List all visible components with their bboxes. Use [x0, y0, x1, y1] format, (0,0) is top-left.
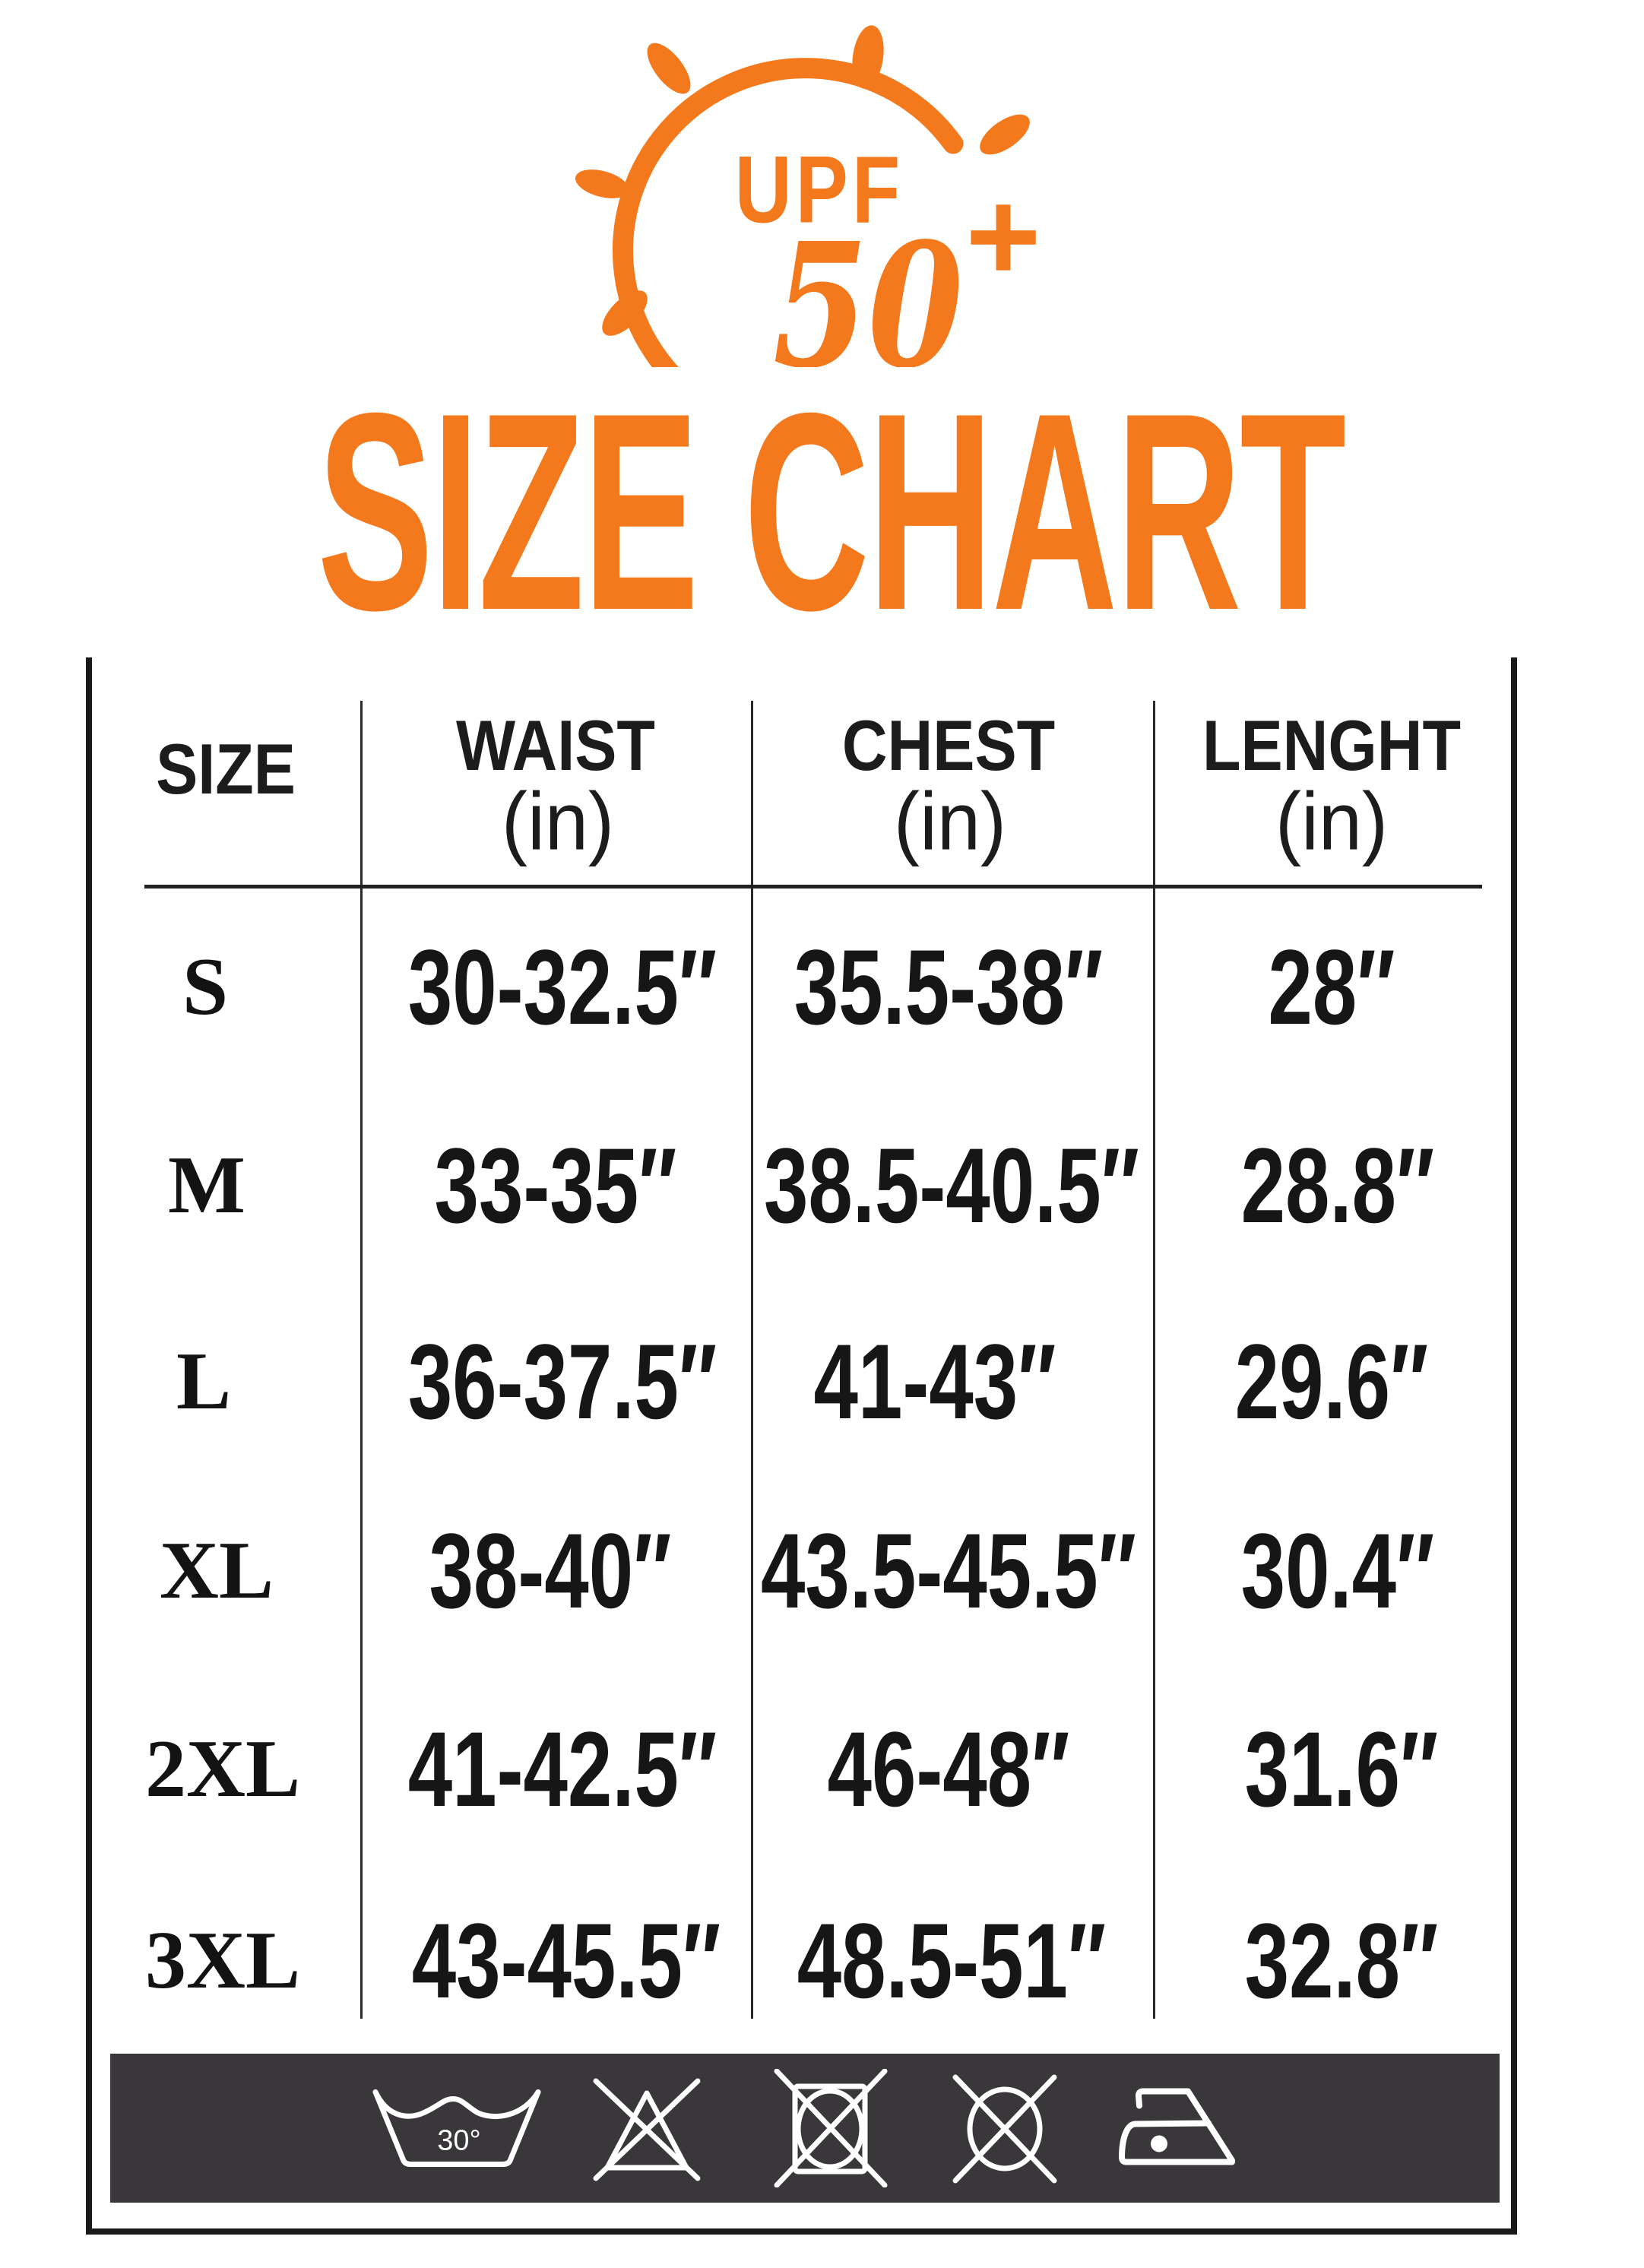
- header-size: SIZE: [156, 729, 296, 809]
- row-xl-length: 30.4″: [1240, 1511, 1435, 1630]
- row-xl-size: XL: [159, 1525, 274, 1616]
- chart-frame: [86, 502, 1517, 2235]
- row-2xl-waist: 41-42.5″: [407, 1709, 717, 1829]
- row-s-waist: 30-32.5″: [407, 927, 717, 1047]
- care-instructions-bar: 30°: [110, 2054, 1500, 2203]
- page-title-text: SIZE CHART: [317, 355, 1346, 669]
- header-waist-unit: (in): [501, 774, 615, 867]
- row-3xl-waist: 43-45.5″: [411, 1901, 721, 2020]
- row-m-size: M: [168, 1140, 245, 1231]
- do-not-tumble-dry-icon: [765, 2069, 895, 2187]
- row-3xl-size: 3XL: [144, 1915, 301, 2006]
- row-s-chest: 35.5-38″: [793, 927, 1104, 1047]
- row-l-chest: 41-43″: [813, 1322, 1056, 1441]
- row-l-size: L: [176, 1336, 232, 1427]
- wash-30-icon: 30°: [369, 2085, 544, 2172]
- row-3xl-chest: 48.5-51″: [797, 1901, 1107, 2020]
- header-underline: [144, 885, 1482, 889]
- row-m-chest: 38.5-40.5″: [764, 1126, 1139, 1245]
- row-l-waist: 36-37.5″: [407, 1322, 717, 1441]
- row-s-size: S: [182, 942, 229, 1032]
- row-m-length: 28.8″: [1240, 1126, 1435, 1245]
- column-divider-2: [751, 701, 753, 2019]
- header-length-unit: (in): [1275, 774, 1389, 867]
- row-l-length: 29.6″: [1234, 1322, 1429, 1441]
- upf-plus-sign: +: [965, 164, 1041, 309]
- header-chest-unit: (in): [893, 774, 1007, 867]
- do-not-dry-clean-icon: [940, 2071, 1069, 2185]
- upf-label: UPF: [734, 137, 904, 243]
- row-3xl-length: 32.8″: [1244, 1901, 1439, 2020]
- do-not-bleach-icon: [582, 2070, 711, 2186]
- column-divider-3: [1153, 701, 1155, 2019]
- row-2xl-length: 31.6″: [1244, 1709, 1439, 1829]
- page-title: SIZE CHART: [0, 367, 1644, 657]
- row-2xl-chest: 46-48″: [827, 1709, 1070, 1829]
- row-xl-waist: 38-40″: [429, 1511, 672, 1630]
- column-divider-1: [360, 701, 363, 2019]
- row-xl-chest: 43.5-45.5″: [761, 1511, 1136, 1630]
- iron-low-icon: [1112, 2077, 1264, 2180]
- row-s-length: 28″: [1268, 927, 1395, 1047]
- header-waist: WAIST: [456, 705, 655, 785]
- header-chest: CHEST: [841, 705, 1056, 785]
- row-2xl-size: 2XL: [144, 1724, 301, 1814]
- header-length: LENGHT: [1202, 705, 1462, 785]
- row-m-waist: 33-35″: [434, 1126, 677, 1245]
- sun-icon: [575, 25, 1030, 421]
- wash-temp-label: 30°: [437, 2125, 480, 2157]
